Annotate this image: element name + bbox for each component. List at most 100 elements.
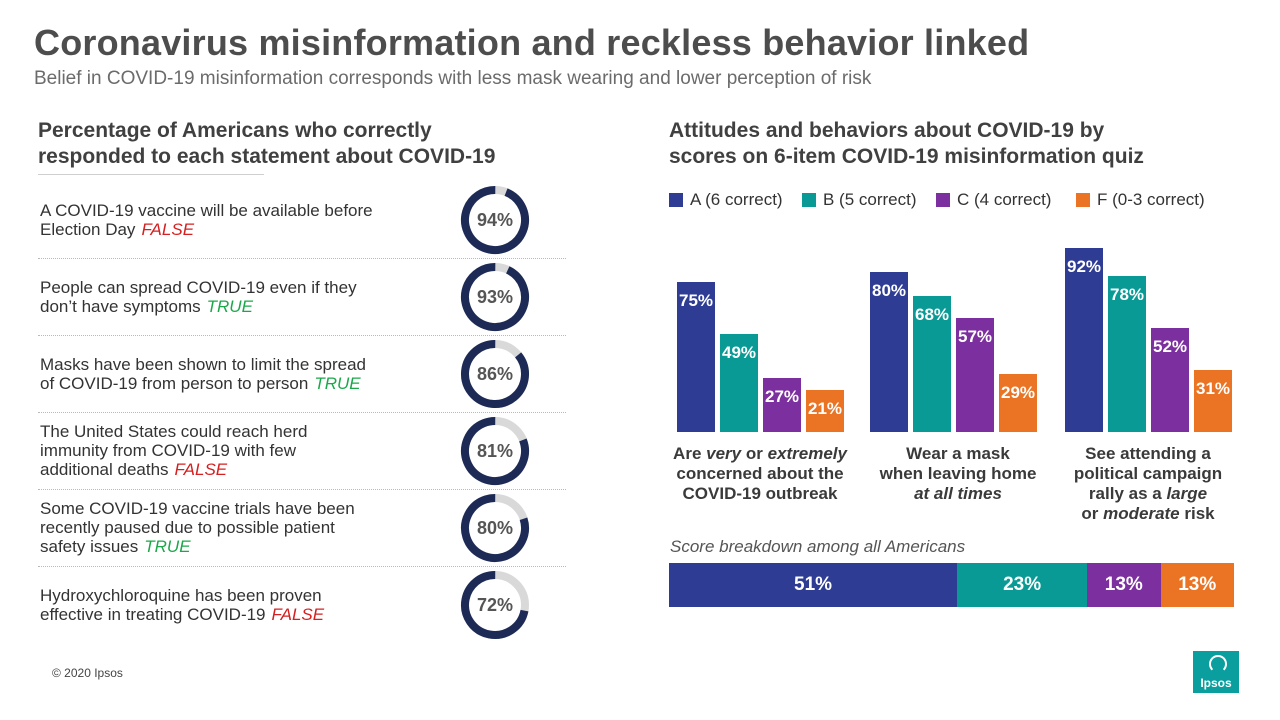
legend-label: B (5 correct) [823,190,917,209]
row-divider [38,412,566,413]
verdict-label: TRUE [206,296,253,316]
legend-label: C (4 correct) [957,190,1052,209]
bar [720,334,758,432]
legend-swatch [936,193,950,207]
bar [956,318,994,432]
legend-item: A (6 correct) [669,190,783,210]
legend-item: C (4 correct) [936,190,1051,210]
bar-value-label: 80% [872,281,906,300]
left-heading-divider [38,174,264,175]
bar-value-label: 31% [1196,379,1230,398]
bar [763,378,801,432]
legend-label: F (0-3 correct) [1097,190,1205,209]
statement-text: A COVID-19 vaccine will be available bef… [40,201,420,239]
right-heading-line2: scores on 6-item COVID-19 misinformation… [669,145,1144,168]
statement-line: don’t have symptoms TRUE [40,296,253,316]
row-divider [38,258,566,259]
grouped-bar-chart: 75% 49% 27% 21% 80% 68% 57% 29% 92% 78% 52% 31% [677,248,1232,432]
verdict-label: TRUE [314,373,361,393]
verdict-label: FALSE [174,460,228,479]
bar-value-label: 27% [765,387,799,406]
bar-value-label: 57% [958,327,992,346]
legend-swatch [802,193,816,207]
donut-arc [461,571,529,639]
statement-line: Election Day FALSE [40,219,195,239]
statement-line: Masks have been shown to limit the sprea… [40,354,367,374]
bar [870,272,908,432]
legend-item: B (5 correct) [802,190,917,210]
legend-swatch [669,193,683,207]
bar [1065,248,1103,432]
left-panel-heading: Percentage of Americans who correctly re… [38,118,495,170]
score-segment: 13% [1087,563,1161,607]
statement-text: People can spread COVID-19 even if they d… [40,278,420,316]
donut-value-label: 80% [477,518,513,538]
statement-line: A COVID-19 vaccine will be available bef… [40,200,373,220]
legend-swatch [1076,193,1090,207]
donut-arc [461,263,529,331]
statement-line: additional deaths FALSE [40,460,228,479]
donut-value-label: 72% [477,595,513,615]
legend-item: F (0-3 correct) [1076,190,1205,210]
left-heading-line2: responded to each statement about COVID-… [38,145,496,168]
donut-value-label: 86% [477,364,513,384]
donut-chart: 86% [461,340,529,408]
statement-line: Hydroxychloroquine has been proven [40,585,322,605]
score-breakdown-bar: 51% 23% 13% 13% [669,563,1234,607]
page-title: Coronavirus misinformation and reckless … [34,22,1030,63]
bar-value-label: 68% [915,305,949,324]
score-segment: 13% [1160,563,1234,607]
group-label-rally-risk: See attending a political campaign rally… [1073,444,1223,523]
bar [1151,328,1189,432]
donut-chart: 94% [461,186,529,254]
legend-label: A (6 correct) [690,190,783,209]
left-heading-line1: Percentage of Americans who correctly [38,119,432,142]
right-panel-heading: Attitudes and behaviors about COVID-19 b… [669,118,1144,170]
verdict-label: FALSE [271,604,325,624]
donut-chart: 80% [461,494,529,562]
bar [913,296,951,432]
group-label-mask: Wear a mask when leaving home at all tim… [879,444,1037,503]
logo-text: Ipsos [1200,676,1232,690]
donut-value-label: 94% [477,210,513,230]
statement-line: The United States could reach herd [40,422,308,441]
bar-value-label: 29% [1001,383,1035,402]
donut-value-label: 93% [477,287,513,307]
right-heading-line1: Attitudes and behaviors about COVID-19 b… [669,119,1105,142]
bar [1108,276,1146,432]
statement-line: recently paused due to possible patient [40,518,335,537]
donut-arc [461,340,529,408]
score-breakdown-caption: Score breakdown among all Americans [670,537,966,556]
bar-value-label: 92% [1067,257,1101,276]
statement-line: safety issues TRUE [40,537,191,556]
logo-mark-icon [1209,655,1227,673]
statement-line: People can spread COVID-19 even if they [40,277,357,297]
donut-chart: 93% [461,263,529,331]
statement-line: of COVID-19 from person to person TRUE [40,373,361,393]
statement-text: The United States could reach herd immuni… [40,422,420,479]
statement-text: Hydroxychloroquine has been proven effect… [40,586,420,624]
group-label-concerned: Are very or extremely concerned about th… [673,444,847,503]
donut-chart: 72% [461,571,529,639]
donut-arc [461,417,529,485]
bar-value-label: 52% [1153,337,1187,356]
bar-value-label: 78% [1110,285,1144,304]
bar-value-label: 75% [679,291,713,310]
bar-value-label: 21% [808,399,842,418]
statement-text: Masks have been shown to limit the sprea… [40,355,420,393]
row-divider [38,489,566,490]
row-divider [38,335,566,336]
score-segment: 51% [669,563,958,607]
verdict-label: FALSE [141,219,195,239]
page-subtitle: Belief in COVID-19 misinformation corres… [34,68,872,89]
bar [806,390,844,432]
statement-line: Some COVID-19 vaccine trials have been [40,499,355,518]
statement-line: effective in treating COVID-19 FALSE [40,604,325,624]
bar [1194,370,1232,432]
statement-line: immunity from COVID-19 with few [40,441,296,460]
bar [999,374,1037,432]
copyright: © 2020 Ipsos [52,666,123,680]
donut-chart: 81% [461,417,529,485]
row-divider [38,566,566,567]
ipsos-logo: Ipsos [1193,651,1239,693]
